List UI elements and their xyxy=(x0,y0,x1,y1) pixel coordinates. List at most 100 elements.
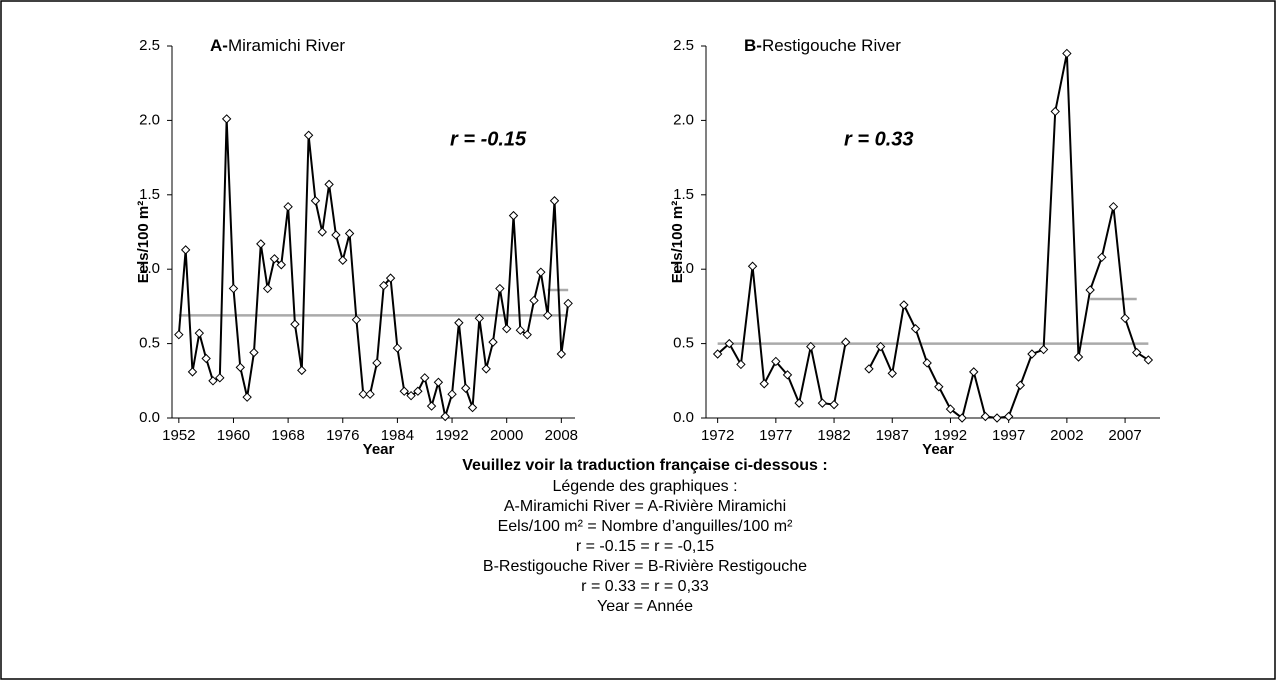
data-point xyxy=(303,130,314,140)
data-point xyxy=(467,402,478,413)
title-panel: B- xyxy=(744,36,762,55)
data-point xyxy=(228,283,239,294)
x-tick-label: 1997 xyxy=(992,427,1025,444)
y-tick-label: 0.5 xyxy=(139,335,160,352)
data-point xyxy=(875,341,886,352)
data-point xyxy=(379,280,389,291)
data-point xyxy=(269,254,280,264)
x-tick-label: 1992 xyxy=(435,427,468,444)
data-point xyxy=(522,329,532,340)
y-tick-label: 1.0 xyxy=(139,260,160,277)
data-point xyxy=(351,315,362,325)
data-point xyxy=(840,337,851,347)
translation-line: Eels/100 m² = Nombre d’anguilles/100 m² xyxy=(498,518,793,535)
data-point xyxy=(712,349,723,359)
y-tick-label: 0.0 xyxy=(673,409,694,426)
data-point xyxy=(420,373,430,383)
data-point xyxy=(1085,285,1095,295)
x-tick-label: 1960 xyxy=(217,427,250,444)
data-point xyxy=(495,283,505,294)
x-tick-label: 2000 xyxy=(490,427,523,444)
data-point xyxy=(331,230,341,240)
data-point xyxy=(338,255,348,265)
data-point xyxy=(759,379,769,389)
data-point xyxy=(542,310,553,321)
data-point xyxy=(180,245,191,255)
data-point xyxy=(515,325,526,335)
data-point xyxy=(1120,313,1130,324)
title-name: Miramichi River xyxy=(228,36,345,55)
data-point xyxy=(1003,411,1014,422)
data-point xyxy=(474,313,485,324)
data-point xyxy=(1143,355,1154,365)
data-point xyxy=(724,338,734,349)
data-point xyxy=(413,386,423,396)
y-axis-label: Eels/100 m² xyxy=(669,201,686,284)
x-tick-label: 1982 xyxy=(817,427,850,444)
data-point xyxy=(771,356,781,367)
data-point xyxy=(980,411,991,422)
title-panel: A- xyxy=(210,36,228,55)
data-point xyxy=(806,341,816,352)
data-point xyxy=(922,358,932,368)
chart-title: B-Restigouche River xyxy=(744,36,901,55)
data-line xyxy=(868,53,1149,420)
data-point xyxy=(324,179,334,190)
x-tick-label: 1984 xyxy=(381,427,414,444)
x-tick-label: 1968 xyxy=(271,427,304,444)
data-point xyxy=(556,349,567,359)
annotation: r = -0.15 xyxy=(450,128,527,150)
data-point xyxy=(221,114,232,124)
data-point xyxy=(1073,352,1084,362)
data-point xyxy=(1132,347,1142,358)
data-point xyxy=(208,376,218,386)
data-point xyxy=(440,411,450,422)
translation-line: A-Miramichi River = A-Rivière Miramichi xyxy=(504,498,786,515)
data-point xyxy=(934,382,944,392)
data-point xyxy=(782,370,793,380)
data-point xyxy=(1027,349,1037,359)
data-point xyxy=(864,364,874,374)
chart-title: A-Miramichi River xyxy=(210,36,345,55)
data-point xyxy=(358,389,368,399)
data-point xyxy=(910,324,921,334)
data-point xyxy=(310,196,321,206)
data-point xyxy=(945,404,956,414)
y-tick-label: 0.0 xyxy=(139,409,160,426)
x-tick-label: 1976 xyxy=(326,427,359,444)
data-point xyxy=(174,329,184,340)
data-point xyxy=(242,392,252,402)
annotation: r = 0.33 xyxy=(844,128,914,150)
data-point xyxy=(969,367,979,377)
data-point xyxy=(290,319,300,329)
data-line xyxy=(177,118,570,417)
data-point xyxy=(235,362,246,373)
data-point xyxy=(256,239,266,249)
data-point xyxy=(194,328,205,338)
translation-line: r = -0.15 = r = -0,15 xyxy=(576,538,714,555)
data-point xyxy=(536,267,546,277)
x-tick-label: 1987 xyxy=(876,427,909,444)
data-point xyxy=(817,398,828,408)
data-point xyxy=(1062,48,1072,59)
data-point xyxy=(488,337,498,347)
x-tick-label: 1952 xyxy=(162,427,195,444)
x-tick-label: 1992 xyxy=(934,427,967,444)
data-point xyxy=(461,383,471,393)
data-point xyxy=(187,367,198,377)
data-point xyxy=(215,373,225,383)
data-point xyxy=(529,295,539,306)
data-point xyxy=(447,389,457,399)
data-point xyxy=(794,398,804,408)
data-point xyxy=(365,389,375,399)
data-point xyxy=(1108,201,1119,212)
data-point xyxy=(399,386,409,396)
translation-line: Year = Année xyxy=(597,598,693,615)
data-point xyxy=(481,364,491,374)
data-point xyxy=(344,228,355,239)
x-tick-label: 2002 xyxy=(1050,427,1083,444)
data-point xyxy=(454,318,464,328)
y-tick-label: 1.0 xyxy=(673,260,694,277)
data-point xyxy=(262,283,273,294)
